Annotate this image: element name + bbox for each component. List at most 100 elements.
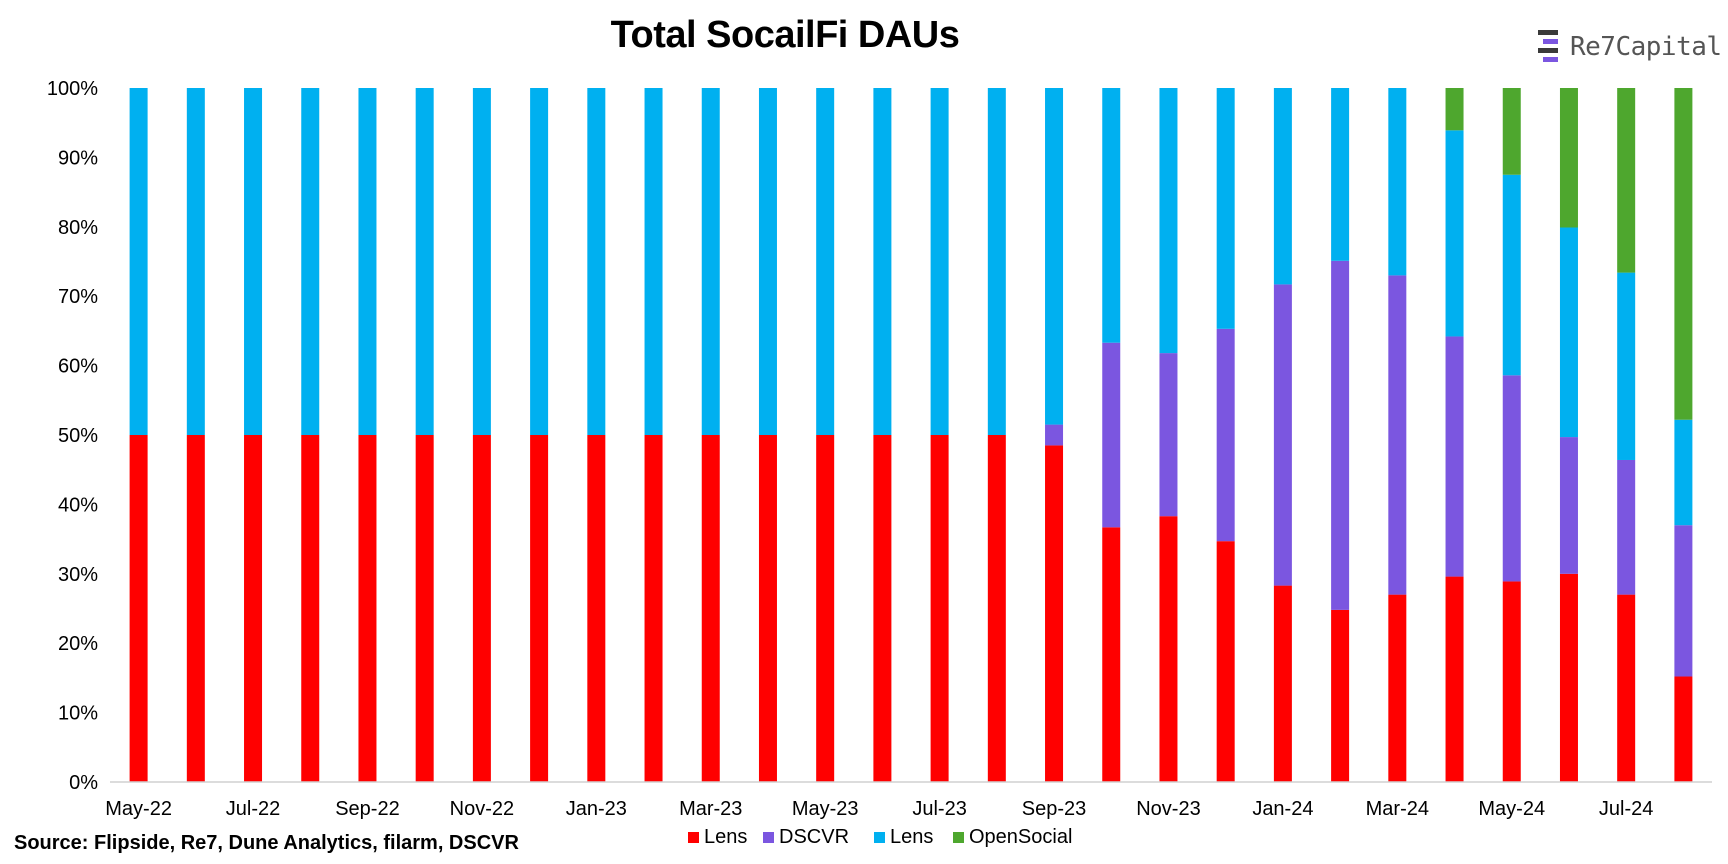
bar-segment-lens-2 — [701, 88, 720, 435]
bar-segment-lens-2 — [644, 88, 663, 435]
bar-segment-lens-2 — [1331, 88, 1350, 261]
bar-segment-lens-0 — [1388, 594, 1407, 782]
bar-segment-dscvr-1 — [1159, 353, 1178, 517]
bar-segment-lens-0 — [1502, 581, 1521, 782]
bar-segment-lens-2 — [1445, 130, 1464, 337]
bar-segment-lens-0 — [873, 435, 892, 782]
bar-segment-lens-2 — [301, 88, 320, 435]
bar-segment-lens-0 — [758, 435, 777, 782]
bar-segment-lens-0 — [1617, 594, 1636, 782]
bar-segment-lens-2 — [930, 88, 949, 435]
bar-segment-lens-0 — [930, 435, 949, 782]
bar-segment-lens-0 — [987, 435, 1006, 782]
legend-swatch — [953, 832, 964, 843]
bar-segment-lens-2 — [1045, 88, 1064, 425]
bar-segment-lens-0 — [1674, 676, 1693, 782]
y-tick-label: 90% — [58, 147, 98, 169]
x-tick-label: Nov-23 — [1136, 798, 1200, 820]
bar-segment-lens-2 — [472, 88, 491, 435]
bar-segment-lens-0 — [301, 435, 320, 782]
bar-segment-lens-0 — [1331, 609, 1350, 782]
bar-segment-opensocial-3 — [1559, 88, 1578, 228]
bar-segment-lens-0 — [701, 435, 720, 782]
bar-segment-lens-0 — [1159, 516, 1178, 782]
legend-label: Lens — [890, 826, 933, 848]
bar-segment-dscvr-1 — [1388, 275, 1407, 595]
bar-segment-lens-2 — [1102, 88, 1121, 343]
bar-segment-lens-0 — [816, 435, 835, 782]
bar-segment-lens-2 — [587, 88, 606, 435]
x-tick-label: May-23 — [792, 798, 859, 820]
legend-swatch — [688, 832, 699, 843]
bar-segment-lens-2 — [1388, 88, 1407, 276]
y-tick-label: 60% — [58, 356, 98, 378]
bars — [129, 88, 1693, 782]
bar-segment-opensocial-3 — [1674, 88, 1693, 420]
bar-segment-dscvr-1 — [1102, 342, 1121, 528]
y-tick-label: 80% — [58, 217, 98, 239]
y-tick-label: 20% — [58, 633, 98, 655]
bar-segment-lens-2 — [816, 88, 835, 435]
y-tick-label: 0% — [69, 772, 98, 794]
bar-segment-dscvr-1 — [1273, 284, 1292, 586]
x-tick-label: Sep-22 — [335, 798, 400, 820]
x-tick-label: Sep-23 — [1022, 798, 1087, 820]
bar-segment-dscvr-1 — [1045, 424, 1064, 446]
y-tick-label: 50% — [58, 425, 98, 447]
bar-segment-lens-0 — [472, 435, 491, 782]
bar-segment-lens-2 — [873, 88, 892, 435]
bar-segment-dscvr-1 — [1617, 459, 1636, 595]
bar-segment-lens-2 — [1502, 174, 1521, 376]
bar-segment-dscvr-1 — [1216, 328, 1235, 542]
bar-segment-lens-0 — [1559, 573, 1578, 782]
bar-segment-lens-0 — [244, 435, 263, 782]
y-tick-label: 40% — [58, 494, 98, 516]
bar-segment-lens-2 — [1216, 88, 1235, 329]
y-tick-label: 100% — [47, 78, 98, 100]
bar-segment-lens-2 — [1273, 88, 1292, 285]
bar-segment-lens-0 — [1216, 541, 1235, 782]
bar-segment-lens-0 — [1273, 585, 1292, 782]
bar-segment-lens-2 — [415, 88, 434, 435]
bar-segment-lens-2 — [186, 88, 205, 435]
x-tick-label: Jan-23 — [566, 798, 627, 820]
x-tick-label: Mar-23 — [679, 798, 742, 820]
x-tick-label: Jul-24 — [1599, 798, 1653, 820]
bar-segment-opensocial-3 — [1502, 88, 1521, 175]
legend-swatch — [874, 832, 885, 843]
legend-label: Lens — [704, 826, 747, 848]
bar-segment-lens-2 — [1559, 227, 1578, 438]
y-axis-labels: 0% 10% 20% 30% 40% 50% 60% 70% 80% 90% 100% — [47, 78, 98, 794]
bar-segment-lens-0 — [415, 435, 434, 782]
legend-label: DSCVR — [779, 826, 849, 848]
bar-segment-lens-0 — [129, 435, 148, 782]
bar-segment-dscvr-1 — [1559, 437, 1578, 574]
bar-segment-lens-0 — [530, 435, 549, 782]
legend-swatch — [763, 832, 774, 843]
bar-segment-lens-0 — [358, 435, 377, 782]
brand-logo: Re7Capital — [1538, 30, 1722, 64]
x-tick-label: Jul-22 — [226, 798, 280, 820]
y-tick-label: 30% — [58, 564, 98, 586]
bar-segment-lens-2 — [1674, 419, 1693, 526]
x-tick-label: Jul-23 — [912, 798, 966, 820]
x-tick-label: May-22 — [105, 798, 172, 820]
x-axis-labels: May-22 Jul-22 Sep-22 Nov-22 Jan-23 Mar-23 May-… — [105, 798, 1653, 820]
bar-segment-lens-2 — [987, 88, 1006, 435]
bar-segment-opensocial-3 — [1617, 88, 1636, 273]
bar-segment-lens-0 — [1102, 527, 1121, 782]
bar-segment-lens-2 — [530, 88, 549, 435]
bar-segment-lens-0 — [1045, 445, 1064, 782]
bar-segment-lens-2 — [758, 88, 777, 435]
x-tick-label: Nov-22 — [450, 798, 514, 820]
bar-segment-opensocial-3 — [1445, 88, 1464, 131]
chart-title: Total SocailFi DAUs — [610, 14, 960, 56]
source-note: Source: Flipside, Re7, Dune Analytics, f… — [14, 832, 519, 854]
legend-label: OpenSocial — [969, 826, 1072, 848]
legend: Lens DSCVR Lens OpenSocial — [688, 826, 1072, 848]
bar-segment-lens-2 — [1617, 272, 1636, 460]
bar-segment-lens-0 — [1445, 576, 1464, 782]
bar-segment-lens-2 — [129, 88, 148, 435]
x-tick-label: May-24 — [1478, 798, 1545, 820]
